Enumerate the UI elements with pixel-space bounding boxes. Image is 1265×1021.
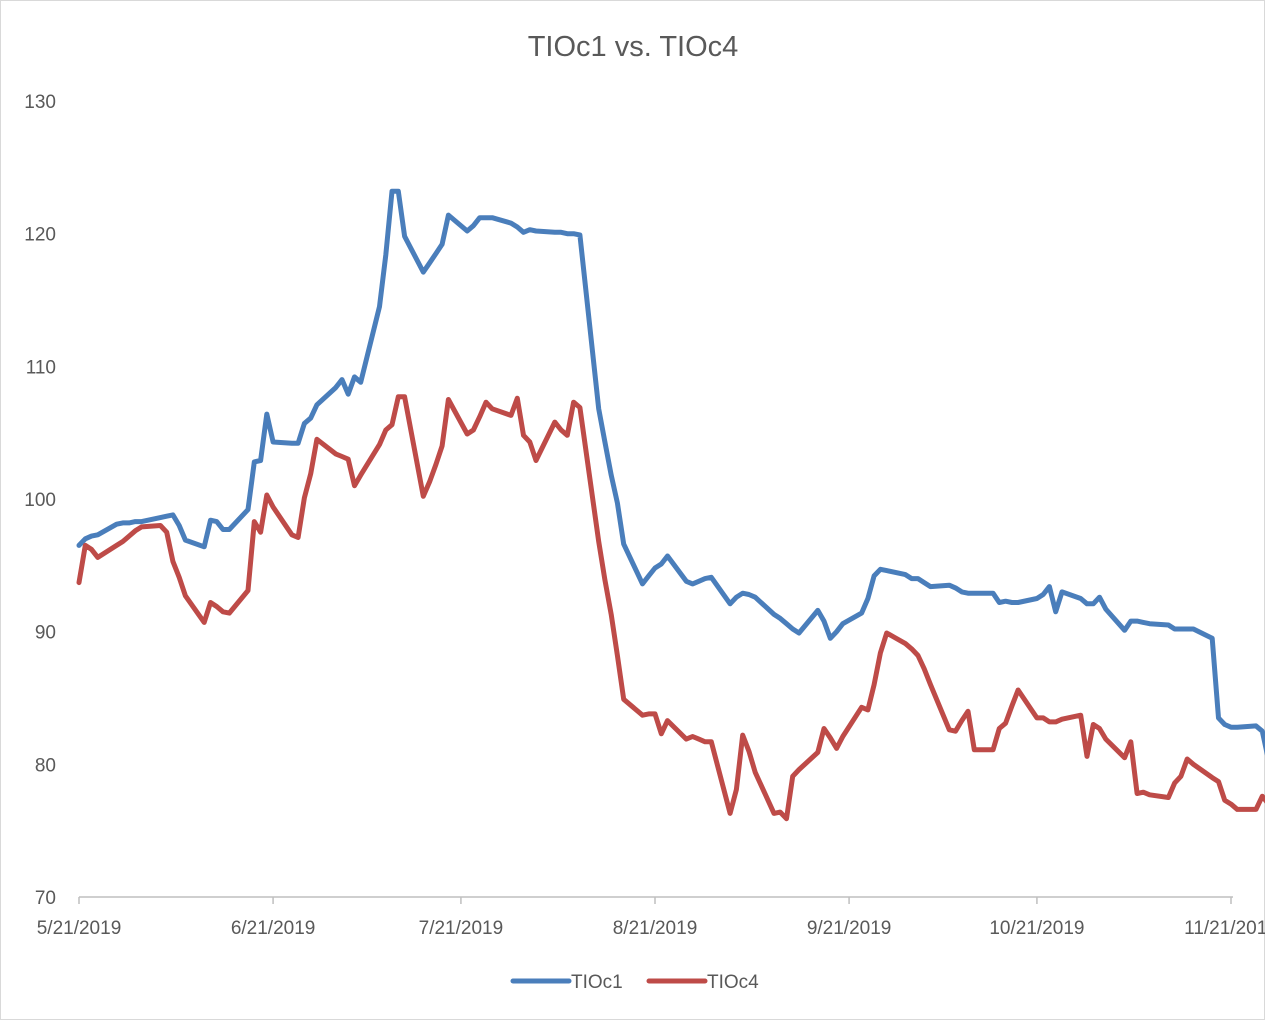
series-lines <box>76 188 1265 822</box>
x-tick-label: 6/21/2019 <box>231 918 316 939</box>
legend: TIOc1 TIOc4 <box>510 972 759 993</box>
x-tick-label: 5/21/2019 <box>37 918 122 939</box>
y-tick-label: 100 <box>24 490 56 511</box>
x-tick-label: 7/21/2019 <box>419 918 504 939</box>
y-tick-label: 110 <box>26 357 56 378</box>
chart-title: TIOc1 vs. TIOc4 <box>528 31 739 63</box>
series-line-tioc4 <box>76 394 1265 822</box>
y-tick-label: 120 <box>24 225 56 246</box>
y-tick-label: 80 <box>35 755 56 776</box>
series-line-tioc1 <box>76 188 1265 756</box>
y-axis-ticks: 70 80 90 100 110 120 130 <box>24 92 56 909</box>
legend-label-tioc4: TIOc4 <box>707 972 759 993</box>
legend-label-tioc1: TIOc1 <box>571 972 623 993</box>
y-tick-label: 130 <box>24 92 56 113</box>
x-tick-label: 9/21/2019 <box>807 918 892 939</box>
x-tick-label: 11/21/2019 <box>1184 918 1265 939</box>
x-tick-label: 10/21/2019 <box>989 918 1084 939</box>
x-tick-label: 8/21/2019 <box>613 918 698 939</box>
y-tick-label: 90 <box>35 623 56 644</box>
y-tick-label: 70 <box>35 888 56 909</box>
x-axis: 5/21/2019 6/21/2019 7/21/2019 8/21/2019 9/21… <box>37 896 1265 939</box>
